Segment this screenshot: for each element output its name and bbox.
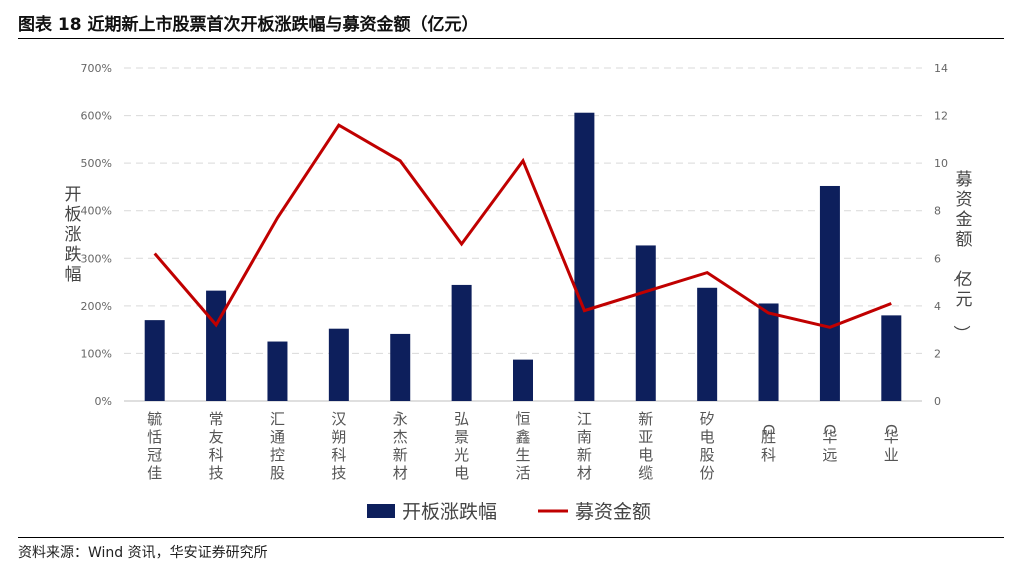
grid-lines [124,67,922,354]
title-rule [18,38,1004,39]
right-tick-label: 14 [934,62,948,75]
category-labels: 毓恬冠佳 常友科技 汇通控股 汉朔科技 永杰新材 弘景光电 恒鑫生活 江南新材 新亚电缆 矽电股份… [147,410,900,482]
category-label: C华远 [821,424,839,464]
right-tick-label: 8 [934,205,941,218]
bar [328,328,349,401]
legend: 开板涨跌幅 募资金额 [367,501,651,523]
left-tick-label: 200% [81,300,112,313]
right-tick-label: 10 [934,157,948,170]
category-label: C华业 [882,424,900,464]
bar [574,112,595,402]
right-tick-label: 6 [934,252,941,265]
category-label: 汇通控股 [270,410,285,482]
bar [206,290,227,401]
left-tick-label: 400% [81,205,112,218]
category-label: 江南新材 [577,410,592,482]
category-label: C胜科 [759,424,777,464]
bar [697,287,718,401]
right-axis-ticks: 0 2 4 6 8 10 12 14 [934,62,948,408]
right-tick-label: 0 [934,395,941,408]
category-label: 汉朔科技 [331,410,346,482]
right-axis-title: 募资金额（亿元） [951,170,973,342]
right-tick-label: 12 [934,110,948,123]
category-label: 毓恬冠佳 [147,410,162,482]
line-series [153,123,892,329]
footer-rule [18,537,1004,538]
right-axis-title-text: 募资金额（亿元） [951,170,973,342]
bar [390,333,411,401]
left-tick-label: 600% [81,110,112,123]
right-tick-label: 4 [934,300,941,313]
category-label: 常友科技 [209,410,224,482]
category-label: 矽电股份 [700,410,715,482]
legend-line-label: 募资金额 [575,501,651,523]
bar [144,320,165,401]
left-axis-ticks: 0% 100% 200% 300% 400% 500% 600% 700% [81,62,112,408]
category-label: 永杰新材 [393,410,408,482]
chart-title: 图表 18 近期新上市股票首次开板涨跌幅与募资金额（亿元） [18,15,479,35]
bar [267,341,288,401]
source-note: 资料来源：Wind 资讯，华安证券研究所 [18,545,268,561]
bar [881,315,902,401]
bar-series [144,112,902,402]
left-axis-title-text: 开板涨跌幅 [65,185,82,285]
left-axis-title: 开板涨跌幅 [65,185,82,285]
bar [451,284,472,401]
bar [819,185,840,401]
left-tick-label: 500% [81,157,112,170]
bar [758,303,779,401]
legend-bar-swatch [367,504,395,518]
category-label: 弘景光电 [454,410,469,482]
right-tick-label: 2 [934,347,941,360]
left-tick-label: 100% [81,347,112,360]
category-label: 新亚电缆 [638,410,653,482]
line-series-path [153,123,892,329]
left-tick-label: 0% [95,395,112,408]
left-tick-label: 300% [81,252,112,265]
legend-bar-label: 开板涨跌幅 [402,501,497,523]
bar [635,245,656,401]
left-tick-label: 700% [81,62,112,75]
bar [513,359,533,401]
category-label: 恒鑫生活 [515,410,530,482]
